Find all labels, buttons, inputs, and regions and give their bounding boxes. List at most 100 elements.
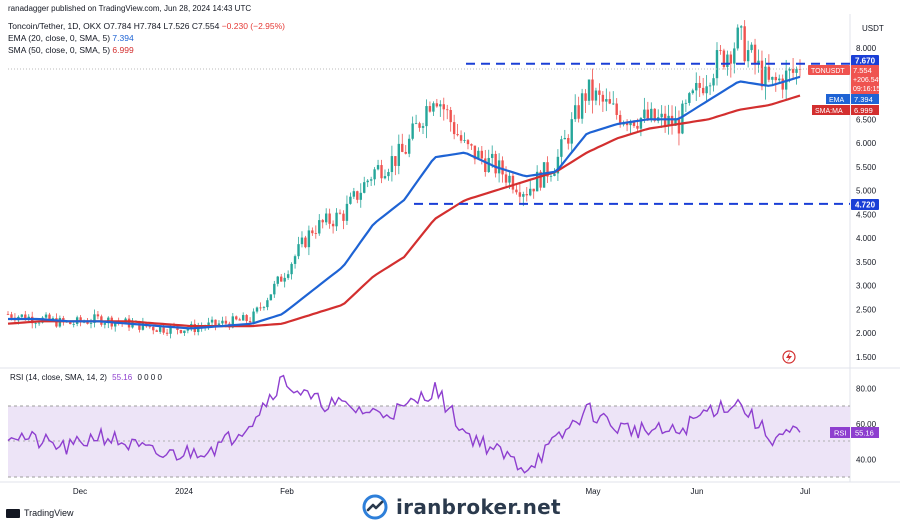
time-axis[interactable]: Dec 2024 Feb May Jun Jul: [73, 487, 810, 496]
candle-body: [442, 104, 445, 110]
candle-body: [259, 307, 262, 309]
candle-body: [152, 326, 155, 331]
candle-body: [615, 103, 618, 115]
ema-legend[interactable]: EMA (20, close, 0, SMA, 5) 7.394: [8, 33, 134, 43]
candle-body: [705, 86, 708, 94]
watermark: iranbroker.net: [362, 494, 561, 520]
candle-body: [114, 322, 117, 327]
sma-line: [7, 94, 801, 328]
candle-body: [304, 237, 307, 248]
price-tick-label: 4.500: [856, 210, 877, 219]
svg-text:RSI: RSI: [834, 429, 847, 438]
candle-body: [293, 256, 297, 264]
candle-body: [179, 329, 183, 333]
candle-body: [376, 165, 380, 170]
tradingview-icon: [6, 508, 20, 518]
alert-bolt-icon[interactable]: [782, 350, 796, 364]
candle-body: [314, 233, 318, 234]
candle-body: [414, 123, 418, 125]
ema-legend-value: 7.394: [112, 33, 134, 43]
candle-body: [594, 90, 598, 101]
candle-body: [158, 327, 162, 332]
candle-body: [504, 174, 508, 183]
pct-change-text: +206.54%: [853, 77, 885, 84]
candle-body: [591, 79, 594, 101]
candle-body: [262, 307, 266, 308]
candle-body: [608, 99, 611, 104]
candle-body: [791, 69, 795, 73]
candle-body: [553, 173, 556, 176]
support-tag: [851, 199, 879, 210]
candle-body: [695, 83, 698, 91]
candle-body: [6, 314, 10, 316]
ticker-tag-text: TONUSDT: [811, 68, 845, 75]
price-tick-label: 1.500: [856, 353, 877, 362]
price-tick-label: 6.500: [856, 115, 877, 124]
candle-body: [369, 179, 373, 181]
candle-body: [643, 109, 646, 118]
bolt-glyph-icon: [786, 352, 792, 362]
candle-body: [743, 26, 746, 62]
candle-body: [456, 134, 459, 136]
candle-body: [573, 105, 577, 120]
candle-body: [321, 220, 324, 223]
candle-body: [397, 143, 401, 166]
candle-body: [252, 311, 255, 323]
candle-body: [746, 50, 750, 62]
candle-body: [632, 120, 636, 126]
candle-body: [446, 109, 449, 111]
candle-body: [681, 103, 684, 134]
candle-body: [48, 314, 51, 321]
rsi-axis[interactable]: 80.00 60.00 40.00: [856, 384, 877, 464]
rsi-tick-label: 40.00: [856, 455, 877, 464]
candle-body: [231, 316, 235, 328]
candle-body: [546, 162, 549, 177]
last-price-text: 7.554: [853, 66, 872, 75]
candle-body: [162, 327, 165, 333]
candle-body: [345, 203, 349, 221]
candle-body: [459, 135, 463, 141]
broker-logo-icon: [362, 494, 388, 520]
candle-body: [646, 109, 650, 120]
candle-body: [276, 276, 279, 284]
price-axis[interactable]: 8.0007.0006.5006.0005.5005.0004.5004.000…: [856, 44, 877, 362]
candle-body: [570, 119, 573, 144]
svg-text:EMA: EMA: [829, 97, 845, 104]
candle-body: [24, 314, 27, 321]
candle-body: [380, 165, 383, 179]
currency-label: USDT: [862, 24, 884, 33]
candle-body: [214, 319, 217, 326]
svg-text:55.16: 55.16: [855, 429, 874, 438]
candle-body: [96, 314, 100, 317]
price-tick-label: 5.500: [856, 163, 877, 172]
candle-body: [795, 69, 798, 73]
candle-body: [625, 122, 629, 126]
candle-body: [93, 314, 96, 323]
candle-body: [708, 85, 712, 87]
candle-body: [601, 94, 605, 102]
candle-body: [684, 102, 688, 104]
candle-body: [605, 99, 608, 102]
svg-text:SMA:MA: SMA:MA: [815, 108, 843, 115]
candle-body: [487, 157, 490, 173]
candle-body: [221, 320, 224, 324]
rsi-tick-label: 80.00: [856, 384, 877, 393]
countdown-text: 09:16:15: [853, 86, 880, 93]
tradingview-logo[interactable]: TradingView: [6, 508, 74, 518]
resistance-tag: [851, 55, 879, 66]
candle-body: [20, 314, 24, 317]
symbol-title: Toncoin/Tether, 1D, OKX: [8, 21, 102, 31]
candle-body: [670, 115, 674, 126]
price-tick-label: 2.500: [856, 305, 877, 314]
sma-legend[interactable]: SMA (50, close, 0, SMA, 5) 6.999: [8, 45, 134, 55]
candle-body: [72, 323, 75, 325]
candle-body: [307, 230, 311, 248]
candle-body: [584, 93, 587, 101]
candle-body: [165, 332, 169, 334]
candle-body: [788, 69, 791, 71]
candle-body: [501, 160, 504, 175]
sma-axis-tag-label: [812, 105, 850, 115]
svg-text:6.999: 6.999: [854, 106, 873, 115]
candle-body: [701, 87, 705, 94]
